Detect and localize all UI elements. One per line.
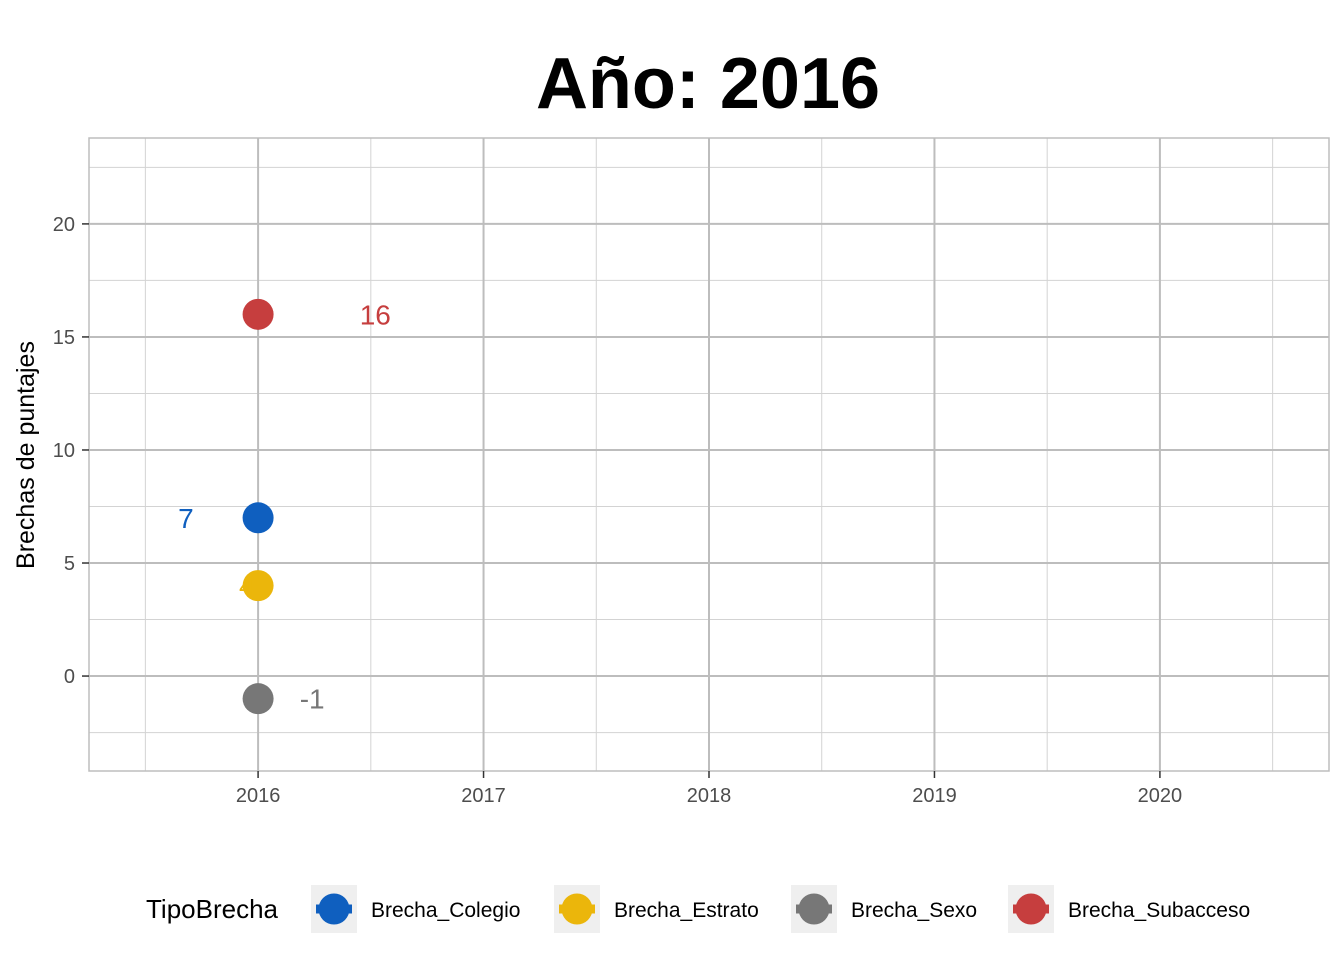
y-tick-label: 5 (64, 553, 75, 575)
data-label-brecha-estrato: 4 (239, 571, 255, 602)
legend-key-point (318, 893, 350, 925)
legend-title: TipoBrecha (146, 894, 279, 924)
data-point-brecha-sexo (242, 683, 274, 715)
legend: TipoBrecha Brecha_Colegio Brecha_Estrato Br… (146, 885, 1250, 933)
legend-key-point (1015, 893, 1047, 925)
data-point-brecha-subacceso (242, 298, 274, 330)
chart-title: Año: 2016 (536, 44, 880, 124)
x-tick-label: 2016 (236, 785, 281, 807)
legend-key-point (798, 893, 830, 925)
y-axis-label: Brechas de puntajes (12, 341, 40, 569)
x-tick-label: 2020 (1138, 785, 1183, 807)
legend-item-label: Brecha_Colegio (371, 899, 520, 922)
legend-item-label: Brecha_Sexo (851, 899, 977, 922)
y-tick-label: 10 (53, 440, 75, 462)
data-label-brecha-subacceso: 16 (360, 299, 391, 330)
data-point-brecha-colegio (242, 502, 274, 534)
gridlines (88, 137, 1330, 772)
x-tick-label: 2018 (687, 785, 732, 807)
legend-item-label: Brecha_Estrato (614, 899, 759, 922)
axes: 2016 2017 2018 2019 2020 0 5 10 15 20 (53, 214, 1182, 807)
data-label-brecha-sexo: -1 (300, 684, 325, 715)
y-tick-label: 15 (53, 327, 75, 349)
data-label-brecha-colegio: 7 (178, 503, 194, 534)
data-labels: 7 4 -1 16 (178, 299, 391, 714)
data-point-brecha-estrato (242, 570, 274, 602)
x-tick-label: 2019 (912, 785, 957, 807)
legend-key-point (561, 893, 593, 925)
x-tick-label: 2017 (461, 785, 506, 807)
legend-item-label: Brecha_Subacceso (1068, 899, 1250, 922)
y-tick-label: 20 (53, 214, 75, 236)
y-tick-label: 0 (64, 666, 75, 688)
data-points (242, 298, 274, 715)
